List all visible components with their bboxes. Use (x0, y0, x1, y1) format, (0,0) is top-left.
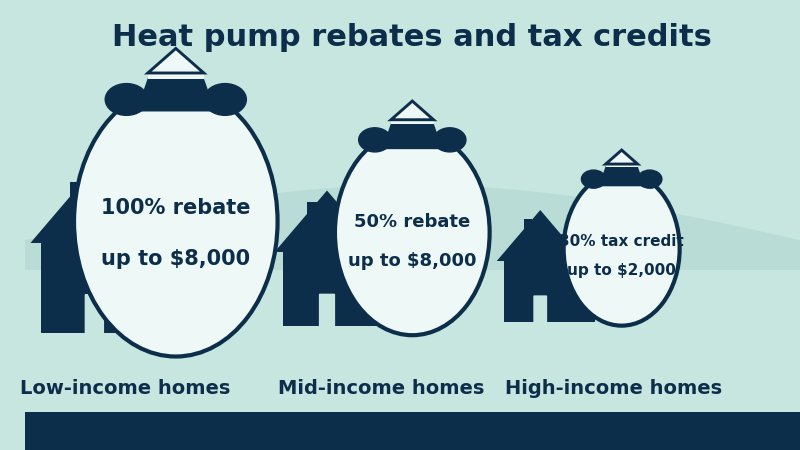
FancyBboxPatch shape (319, 294, 335, 327)
Bar (307, 202, 317, 230)
Text: Low-income homes: Low-income homes (20, 378, 230, 397)
FancyBboxPatch shape (85, 294, 104, 334)
Ellipse shape (564, 172, 680, 326)
Polygon shape (497, 210, 584, 261)
Ellipse shape (434, 128, 466, 152)
Bar (504, 261, 577, 322)
Ellipse shape (204, 84, 246, 115)
Polygon shape (606, 150, 638, 164)
Text: Heat pump rebates and tax credits: Heat pump rebates and tax credits (112, 23, 712, 53)
Polygon shape (25, 185, 800, 270)
Bar (370, 281, 393, 326)
Ellipse shape (74, 86, 278, 356)
Bar (606, 163, 638, 167)
Text: up to $2,000: up to $2,000 (567, 263, 676, 278)
Bar (148, 278, 175, 333)
Bar (70, 182, 82, 217)
Bar (25, 412, 800, 450)
Text: 30% tax credit: 30% tax credit (559, 234, 684, 248)
Polygon shape (274, 190, 379, 252)
Text: Mid-income homes: Mid-income homes (278, 378, 485, 397)
Bar (283, 252, 370, 326)
Ellipse shape (335, 130, 490, 335)
Ellipse shape (106, 84, 148, 115)
Bar (148, 72, 204, 79)
Polygon shape (148, 49, 204, 73)
Text: High-income homes: High-income homes (506, 378, 722, 397)
Text: 50% rebate: 50% rebate (354, 213, 470, 231)
Text: up to $8,000: up to $8,000 (348, 252, 477, 270)
Ellipse shape (358, 128, 391, 152)
Ellipse shape (582, 170, 606, 188)
FancyBboxPatch shape (534, 295, 547, 323)
Ellipse shape (638, 170, 662, 188)
Polygon shape (391, 101, 434, 120)
Bar (391, 119, 434, 124)
Polygon shape (383, 120, 442, 148)
Polygon shape (137, 73, 214, 111)
Polygon shape (30, 168, 158, 243)
Bar (524, 219, 532, 243)
Text: 100% rebate: 100% rebate (101, 198, 250, 218)
Polygon shape (600, 164, 644, 185)
Text: up to $8,000: up to $8,000 (102, 249, 250, 269)
Bar (577, 285, 595, 322)
Bar (41, 243, 148, 333)
